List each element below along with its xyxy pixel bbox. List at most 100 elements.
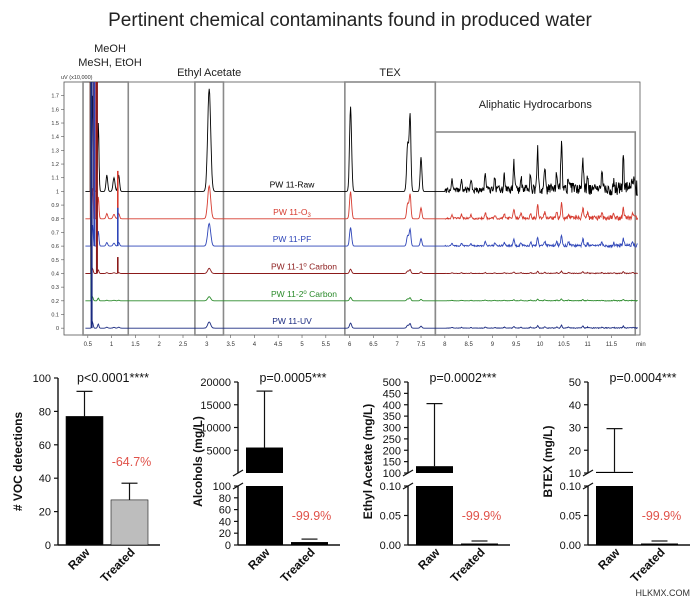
bar (246, 447, 283, 473)
region-box (82, 81, 130, 336)
bar (65, 416, 104, 546)
y-tick-label: 500 (383, 377, 401, 389)
region-box (434, 131, 637, 336)
series-line (85, 222, 638, 249)
x-tick-label: 10.5 (558, 342, 570, 348)
series-line (85, 267, 638, 275)
y-tick-label: 10000 (200, 423, 231, 435)
x-tick-label: 4.5 (274, 342, 283, 348)
y-tick-label: 80 (219, 493, 231, 505)
series-label-main: PW 11-UV (272, 316, 312, 326)
y-axis-label: BTEX (mg/L) (541, 426, 555, 498)
bar-panel-alcohols: Alcohols (mg/L) p=0.0005*** 5000 10000 15000… (191, 371, 340, 585)
y-axis-label: # VOC detections (11, 411, 25, 511)
y-tick-label: 20000 (200, 377, 231, 389)
x-category-label: Treated (448, 545, 488, 585)
y-tick-label: 40 (569, 400, 581, 412)
x-tick-label: 10 (537, 342, 544, 348)
x-tick-label: 3.5 (226, 342, 235, 348)
reduction-label: -99.9% (642, 509, 682, 523)
x-category-label: Raw (245, 545, 273, 573)
bar (641, 543, 678, 545)
x-tick-label: 1.5 (131, 342, 140, 348)
y-tick-label: 250 (383, 434, 401, 446)
y-tick-label: 20 (39, 507, 51, 519)
y-tick-label: 0.10 (560, 481, 581, 493)
p-value-label: p<0.0001**** (77, 371, 149, 385)
region-label: Aliphatic Hydrocarbons (479, 99, 593, 111)
y-tick-label: 0.4 (51, 271, 59, 277)
x-tick-label: 7.5 (417, 342, 426, 348)
x-tick-label: 6.5 (369, 342, 378, 348)
reduction-label: -64.7% (112, 455, 152, 469)
x-tick-label: 11.5 (606, 342, 618, 348)
y-tick-label: 0.00 (380, 540, 401, 552)
series-line (85, 296, 638, 302)
bar (461, 543, 498, 545)
reduction-label: -99.9% (462, 509, 502, 523)
series-label: PW 11-Raw (270, 179, 316, 189)
bar-panel-btex: BTEX (mg/L) p=0.0004*** 10 20 30 40 50 0.00 0.05… (541, 371, 690, 585)
x-tick-label: 4 (253, 342, 257, 348)
y-tick-label: 10 (569, 468, 581, 480)
region-label: MeOH (94, 43, 126, 55)
series-label-sub: 3 (307, 213, 311, 219)
figure-title: Pertinent chemical contaminants found in… (108, 10, 592, 31)
series-label: PW 11-2o Carbon (271, 289, 337, 299)
y-tick-label: 0.6 (51, 244, 59, 250)
y-tick-label: 1.3 (51, 148, 59, 154)
y-tick-label: 0.3 (51, 285, 59, 291)
bar (110, 499, 149, 546)
axis-break (232, 469, 244, 477)
x-category-label: Treated (628, 545, 668, 585)
y-tick-label: 1.7 (51, 94, 59, 100)
y-tick-label: 0.7 (51, 230, 59, 236)
x-category-label: Treated (278, 545, 318, 585)
watermark: HLKMX.COM (635, 588, 690, 598)
y-tick-label: 0.10 (380, 481, 401, 493)
x-tick-label: 3 (205, 342, 209, 348)
series-line (85, 88, 639, 196)
bar (416, 466, 453, 473)
y-tick-label: 200 (383, 445, 401, 457)
x-tick-label: 5.5 (322, 342, 331, 348)
bar (596, 486, 633, 545)
x-tick-label: 7 (396, 342, 400, 348)
series-label: PW 11-PF (273, 234, 312, 244)
y-tick-label: 0.9 (51, 203, 59, 209)
y-tick-label: 1.6 (51, 107, 59, 113)
y-tick-label: 100 (383, 468, 401, 480)
series-label-main: PW 11-PF (273, 234, 312, 244)
series-label-main: PW 11-1 (271, 261, 304, 271)
bar (291, 542, 328, 545)
y-tick-label: 0.8 (51, 217, 59, 223)
series-label: PW 11-UV (272, 316, 312, 326)
y-tick-label: 40 (219, 516, 231, 528)
y-tick-label: 20 (569, 445, 581, 457)
y-tick-label: 0 (56, 326, 59, 332)
series-label-sup: o (303, 290, 307, 296)
y-tick-label: 100 (213, 481, 231, 493)
reduction-label: -99.9% (292, 509, 332, 523)
bar-panel-ethyl-acetate: Ethyl Acetate (mg/L) p=0.0002*** 100150200… (361, 371, 510, 585)
series-label-main: PW 11-O (273, 207, 308, 217)
series-line (85, 184, 639, 222)
y-tick-label: 450 (383, 388, 401, 400)
region-box (344, 81, 437, 336)
y-tick-label: 60 (219, 505, 231, 517)
series-line (85, 321, 638, 330)
y-tick-label: 50 (569, 377, 581, 389)
y-tick-label: 20 (219, 528, 231, 540)
x-tick-label: 2 (158, 342, 162, 348)
x-tick-label: 9.5 (512, 342, 521, 348)
x-unit-label: min (636, 342, 646, 348)
x-tick-label: 8.5 (464, 342, 473, 348)
series-label-main: PW 11-2 (271, 289, 304, 299)
y-unit-label: uV (x10,000) (61, 75, 93, 81)
x-category-label: Treated (98, 545, 138, 585)
y-tick-label: 1 (56, 189, 59, 195)
y-tick-label: 60 (39, 440, 51, 452)
y-tick-label: 0 (225, 540, 231, 552)
y-tick-label: 300 (383, 423, 401, 435)
